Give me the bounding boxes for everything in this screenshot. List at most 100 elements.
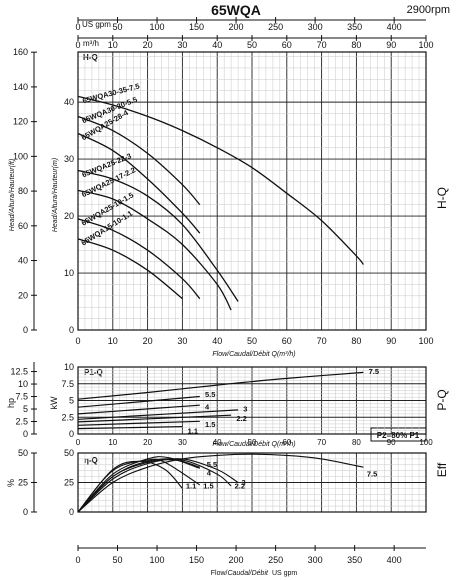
pq-curve-label: 5.5	[205, 390, 215, 399]
eff-curve	[77, 453, 364, 513]
hq-xlabel: Flow/Caudal/Débit Q(m³/h)	[212, 351, 295, 358]
hq-ft-tick-label: 40	[18, 256, 28, 266]
pq-ylabel-kw: kW	[49, 396, 59, 410]
top-m3h-tick-label: 100	[418, 40, 433, 50]
pq-hp-tick-label: 12.5	[10, 367, 28, 377]
hq-m-tick-label: 10	[64, 268, 74, 278]
pq-hp-tick-label: 0	[23, 429, 28, 439]
pq-curve-label: 3	[243, 405, 247, 414]
bottom-usgpm-tick-label: 300	[308, 555, 323, 565]
hq-x-tick-label: 50	[247, 336, 257, 346]
hq-x-tick-label: 100	[418, 336, 433, 346]
top-usgpm-tick-label: 300	[308, 22, 323, 32]
hq-m-tick-label: 20	[64, 211, 74, 221]
hq-ft-tick-label: 80	[18, 186, 28, 196]
top-usgpm-tick-label: 150	[189, 22, 204, 32]
eff-curve	[77, 458, 239, 513]
top-m3h-tick-label: 90	[386, 40, 396, 50]
hq-x-tick-label: 0	[75, 336, 80, 346]
bottom-xlabel-italic: Caudal/	[227, 570, 252, 577]
bottom-usgpm-tick-label: 100	[150, 555, 165, 565]
speed-label: 2900rpm	[407, 4, 450, 16]
hq-curve	[77, 115, 201, 206]
top-m3h-tick-label: 60	[282, 40, 292, 50]
top-m3h-tick-label: 50	[247, 40, 257, 50]
eff-eta-tick-label: 25	[64, 478, 74, 488]
hq-curve	[77, 189, 232, 311]
bottom-usgpm-tick-label: 0	[75, 555, 80, 565]
hq-x-tick-label: 40	[212, 336, 222, 346]
top-usgpm-label: US gpm	[82, 20, 111, 29]
pq-ylabel-hp: hp	[6, 398, 16, 408]
hq-curve	[77, 218, 201, 300]
hq-x-tick-label: 90	[386, 336, 396, 346]
hq-m-tick-label: 40	[64, 97, 74, 107]
pq-x-tick-label: 40	[213, 438, 222, 447]
pq-curve	[77, 426, 183, 430]
pq-x-tick-label: 10	[108, 438, 117, 447]
pq-side-label: P-Q	[435, 389, 449, 410]
hq-x-tick-label: 80	[351, 336, 361, 346]
pq-curve	[77, 414, 232, 423]
pq-curve	[77, 371, 364, 400]
hq-ft-tick-label: 120	[13, 117, 28, 127]
hq-ft-tick-label: 20	[18, 290, 28, 300]
hq-ft-tick-label: 60	[18, 221, 28, 231]
hq-curve	[77, 169, 239, 302]
top-usgpm-tick-label: 200	[229, 22, 244, 32]
bottom-xlabel-suffix: US gpm	[272, 570, 297, 577]
eff-curve	[77, 458, 232, 513]
hq-ft-tick-label: 0	[23, 325, 28, 335]
eff-pct-tick-label: 0	[23, 507, 28, 517]
top-m3h-tick-label: 20	[143, 40, 153, 50]
eff-curve	[77, 458, 201, 513]
power-note: P2=80% P1	[377, 431, 420, 440]
pq-curve	[77, 409, 239, 420]
pq-curve	[77, 420, 200, 426]
top-m3h-tick-label: 80	[351, 40, 361, 50]
bottom-xlabel-prefix: Flow/	[211, 570, 228, 577]
hq-ft-tick-label: 100	[13, 151, 28, 161]
hq-x-tick-label: 60	[282, 336, 292, 346]
hq-panel-title: H-Q	[83, 53, 98, 62]
pq-curve	[77, 404, 200, 415]
pq-x-tick-label: 0	[76, 438, 81, 447]
pq-kw-tick-label: 0	[69, 429, 74, 439]
pq-curve	[77, 395, 200, 408]
pq-x-tick-label: 50	[248, 438, 257, 447]
hq-curve	[77, 95, 364, 265]
hq-x-tick-label: 10	[108, 336, 118, 346]
hq-x-tick-label: 70	[317, 336, 327, 346]
pq-x-tick-label: 100	[419, 438, 433, 447]
top-usgpm-tick-label: 0	[75, 22, 80, 32]
hq-ylabel-ft: Head/Altura/Hauteur(ft)	[9, 159, 16, 231]
bottom-usgpm-tick-label: 350	[347, 555, 362, 565]
pq-kw-tick-label: 2.5	[61, 412, 74, 422]
top-m3h-tick-label: 10	[108, 40, 118, 50]
pq-curve-label: 7.5	[369, 367, 379, 376]
eff-curve-label: 4	[207, 468, 212, 477]
bottom-usgpm-tick-label: 400	[387, 555, 402, 565]
pq-x-tick-label: 60	[282, 438, 291, 447]
pq-curve-label: 1.1	[188, 427, 198, 436]
eff-frame	[77, 452, 427, 513]
hq-curve	[77, 238, 183, 300]
top-m3h-tick-label: 0	[75, 40, 80, 50]
hq-ft-tick-label: 140	[13, 82, 28, 92]
eff-curve-label: 7.5	[367, 470, 377, 479]
top-m3h-tick-label: 40	[212, 40, 222, 50]
bottom-usgpm-tick-label: 250	[268, 555, 283, 565]
pq-x-tick-label: 80	[352, 438, 361, 447]
hq-curve	[77, 132, 201, 234]
bottom-xlabel-mid: Débit	[252, 570, 269, 577]
eff-side-label: Eff	[435, 462, 449, 477]
chart-title: 65WQA	[211, 2, 261, 18]
bottom-usgpm-tick-label: 50	[113, 555, 123, 565]
eff-pct-tick-label: 50	[18, 448, 28, 458]
pq-x-tick-label: 90	[387, 438, 396, 447]
pq-frame	[77, 366, 427, 435]
pq-x-tick-label: 70	[317, 438, 326, 447]
pq-panel-title: P1-Q	[84, 368, 103, 377]
